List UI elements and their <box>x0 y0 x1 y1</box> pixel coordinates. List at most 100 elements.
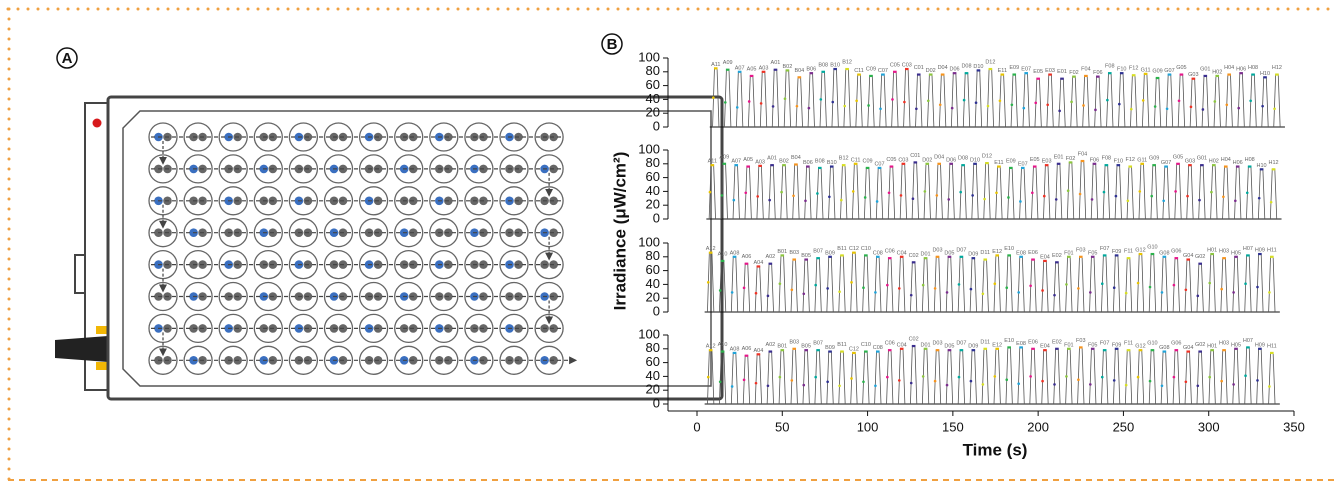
well <box>534 186 564 216</box>
trace-peak <box>898 256 906 313</box>
well <box>183 154 213 184</box>
peak-dot <box>1042 194 1046 198</box>
peak-dot <box>706 375 710 379</box>
well <box>464 313 494 344</box>
well <box>288 249 319 280</box>
peak-label: A12 <box>706 344 716 350</box>
peak-label: B08 <box>815 158 825 164</box>
well <box>253 281 283 312</box>
peak-dot <box>899 194 903 197</box>
peak-label: B01 <box>777 344 787 350</box>
peak-label: B02 <box>779 159 789 165</box>
peak-dot <box>838 384 841 388</box>
trace-peak <box>1186 164 1194 220</box>
y-tick-label: 80 <box>646 63 660 78</box>
peak-dot <box>1034 101 1038 105</box>
trace-peak <box>969 349 977 405</box>
trace-peak <box>1269 168 1278 220</box>
trace-peak <box>1256 253 1264 313</box>
panel-circle <box>56 47 78 69</box>
trace-peak <box>1148 349 1157 405</box>
peak-dot <box>744 191 748 195</box>
trace-peak <box>879 74 887 128</box>
peak-dot <box>780 190 783 194</box>
trace-peak <box>911 162 919 220</box>
peak-dot <box>1189 105 1193 109</box>
trace-peak <box>974 70 983 128</box>
peak-label: A01 <box>767 156 777 162</box>
peak-label: E03 <box>1042 159 1052 165</box>
peak-dot <box>1041 289 1044 292</box>
peak-label: H07 <box>1243 338 1253 344</box>
well <box>183 122 213 152</box>
peak-dot <box>1160 291 1164 294</box>
peak-label: C02 <box>909 253 919 259</box>
trace-peak <box>1196 263 1204 313</box>
peak-dot <box>766 384 770 388</box>
peak-dot <box>897 379 901 382</box>
trace-peak <box>831 68 839 128</box>
peak-dot <box>995 191 998 195</box>
well <box>183 218 213 248</box>
trace-peak <box>1130 74 1138 128</box>
peak-dot <box>1208 281 1212 285</box>
peak-label: E08 <box>1016 250 1026 256</box>
well <box>358 186 389 216</box>
peak-dot <box>915 107 918 111</box>
well <box>429 186 459 216</box>
peak-dot <box>1257 196 1261 200</box>
peak-dot <box>1160 384 1164 388</box>
peak-dot <box>957 375 961 379</box>
peak-label: G02 <box>1195 254 1205 260</box>
x-tick-label: 0 <box>693 419 700 434</box>
peak-label: G01 <box>1197 156 1207 162</box>
peak-dot <box>1213 100 1217 103</box>
trace-peak <box>754 353 763 405</box>
trace-peak <box>1007 167 1015 220</box>
well <box>534 249 564 280</box>
peak-dot <box>747 100 751 103</box>
well <box>534 345 564 375</box>
connector-pin <box>96 326 108 334</box>
well <box>499 313 529 344</box>
trace-peak <box>933 349 942 405</box>
peak-dot <box>1100 282 1104 286</box>
well <box>534 122 564 152</box>
peak-dot <box>981 383 985 386</box>
well <box>253 122 283 152</box>
trace-peak <box>1162 166 1170 220</box>
trace-peak <box>899 163 907 220</box>
trace-peak <box>1148 253 1157 313</box>
peak-dot <box>887 191 891 195</box>
peak-label: B09 <box>825 345 835 351</box>
trace-peak <box>1089 348 1097 405</box>
trace-peak <box>1124 257 1133 313</box>
peak-dot <box>874 291 877 294</box>
peak-label: D06 <box>950 67 960 73</box>
peak-label: D05 <box>944 250 954 256</box>
peak-dot <box>730 385 734 388</box>
well <box>183 345 213 375</box>
y-tick-label: 40 <box>646 276 660 291</box>
peak-label: E04 <box>1040 344 1050 350</box>
peak-dot <box>1174 190 1177 193</box>
peak-dot <box>735 106 739 109</box>
peak-dot <box>1186 194 1189 198</box>
peak-label: B10 <box>827 160 837 166</box>
trace-peak <box>1232 348 1240 405</box>
peak-label: A02 <box>765 254 775 260</box>
y-tick-label: 20 <box>646 197 660 212</box>
peak-label: F11 <box>1124 249 1133 255</box>
well <box>499 154 529 184</box>
well <box>148 154 178 184</box>
trace-peak <box>947 163 955 220</box>
peak-dot <box>897 287 901 290</box>
trace-peak <box>790 259 798 313</box>
peak-label: B12 <box>839 156 849 162</box>
peak-label: G02 <box>1195 342 1205 348</box>
trace-peak <box>838 351 846 405</box>
peak-dot <box>802 292 806 296</box>
peak-dot <box>1249 99 1252 103</box>
well <box>323 281 354 312</box>
